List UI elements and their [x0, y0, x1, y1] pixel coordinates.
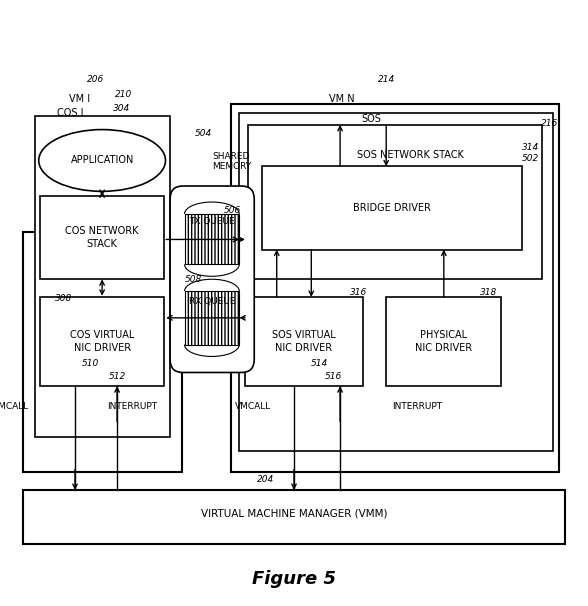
Bar: [245, 297, 363, 386]
Text: VMCALL: VMCALL: [0, 402, 29, 411]
Bar: [239, 113, 553, 451]
Bar: [41, 297, 164, 386]
Bar: [185, 214, 239, 264]
Text: COS VIRTUAL
NIC DRIVER: COS VIRTUAL NIC DRIVER: [70, 330, 134, 353]
Text: 514: 514: [311, 359, 329, 368]
Text: SOS VIRTUAL
NIC DRIVER: SOS VIRTUAL NIC DRIVER: [272, 330, 336, 353]
Text: 210: 210: [115, 90, 133, 99]
Ellipse shape: [39, 130, 165, 191]
Text: COS I: COS I: [56, 108, 83, 118]
Bar: [41, 196, 164, 279]
Text: 506: 506: [223, 206, 241, 215]
Text: 304: 304: [112, 104, 130, 113]
Text: SHARED
MEMORY: SHARED MEMORY: [212, 152, 251, 171]
FancyBboxPatch shape: [170, 186, 254, 373]
Bar: [230, 104, 559, 472]
Text: SOS: SOS: [362, 114, 382, 124]
Text: 206: 206: [86, 76, 104, 84]
Text: TX QUEUE: TX QUEUE: [189, 216, 235, 225]
Text: 318: 318: [480, 288, 497, 297]
Text: COS NETWORK
STACK: COS NETWORK STACK: [65, 227, 139, 249]
Text: BRIDGE DRIVER: BRIDGE DRIVER: [353, 203, 431, 213]
Text: 214: 214: [377, 76, 395, 84]
Text: 314: 314: [522, 142, 539, 152]
Text: 204: 204: [256, 475, 274, 484]
Text: 516: 516: [325, 373, 342, 381]
Text: Figure 5: Figure 5: [252, 570, 336, 588]
Bar: [248, 125, 542, 279]
Bar: [35, 116, 170, 436]
Text: PHYSICAL
NIC DRIVER: PHYSICAL NIC DRIVER: [415, 330, 472, 353]
Text: 308: 308: [55, 294, 72, 303]
Text: 512: 512: [108, 373, 126, 381]
Text: RX QUEUE: RX QUEUE: [189, 298, 236, 306]
Bar: [185, 291, 239, 345]
Bar: [23, 231, 182, 472]
Text: 504: 504: [195, 129, 212, 138]
Text: 502: 502: [522, 155, 539, 164]
Bar: [23, 490, 565, 544]
Text: 306: 306: [118, 165, 135, 173]
Bar: [386, 297, 502, 386]
Text: 216: 216: [540, 119, 558, 128]
Text: APPLICATION: APPLICATION: [71, 156, 134, 165]
Text: 316: 316: [350, 288, 368, 297]
Text: 508: 508: [185, 275, 202, 284]
Text: VMCALL: VMCALL: [235, 402, 271, 411]
Bar: [262, 167, 522, 250]
Text: 510: 510: [82, 359, 99, 368]
Text: INTERRUPT: INTERRUPT: [108, 402, 158, 411]
Text: SOS NETWORK STACK: SOS NETWORK STACK: [358, 150, 465, 160]
Text: VM N: VM N: [329, 95, 354, 104]
Text: VM I: VM I: [69, 95, 91, 104]
Text: VIRTUAL MACHINE MANAGER (VMM): VIRTUAL MACHINE MANAGER (VMM): [201, 509, 387, 519]
Text: INTERRUPT: INTERRUPT: [392, 402, 442, 411]
